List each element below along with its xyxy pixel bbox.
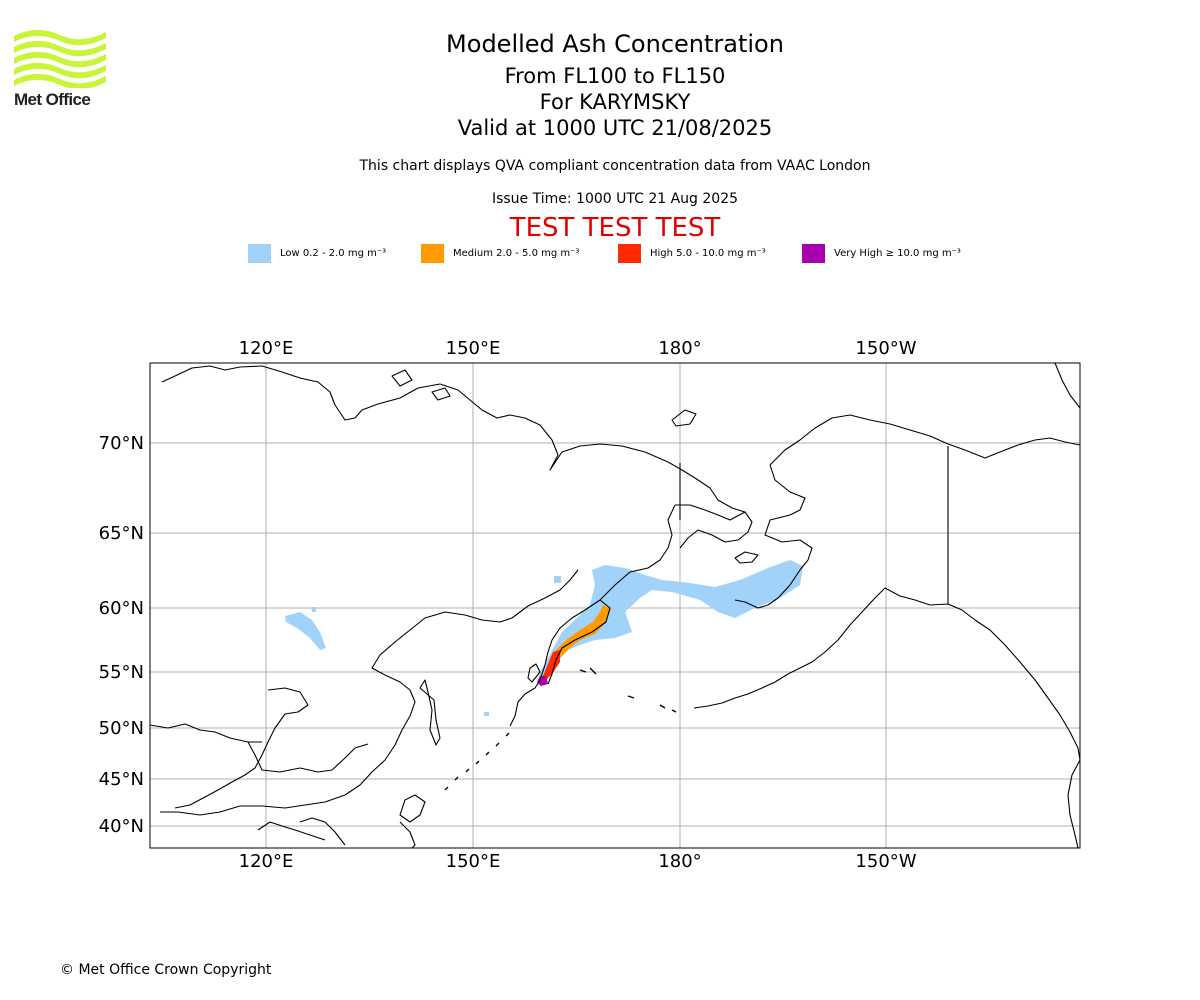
lat-label-65n: 65°N [99, 523, 144, 544]
valid-time: Valid at 1000 UTC 21/08/2025 [457, 116, 773, 140]
legend-item-high: High 5.0 - 10.0 mg m⁻³ [618, 244, 766, 263]
issue-time: Issue Time: 1000 UTC 21 Aug 2025 [491, 191, 739, 207]
lon-label-bottom-150e: 150°E [446, 851, 501, 872]
lon-label-top-120e: 120°E [239, 338, 294, 359]
flight-level-range: From FL100 to FL150 [504, 64, 726, 88]
lat-label-60n: 60°N [99, 598, 144, 619]
lat-label-50n: 50°N [99, 718, 144, 739]
logo-text: Met Office [14, 90, 91, 109]
lat-label-70n: 70°N [99, 433, 144, 454]
logo-wave [14, 73, 106, 88]
legend-label-low: Low 0.2 - 2.0 mg m⁻³ [280, 248, 387, 259]
ash-area-medium [550, 605, 611, 665]
lon-label-top-180: 180° [658, 338, 701, 359]
lon-label-bottom-180: 180° [658, 851, 701, 872]
lat-label-45n: 45°N [99, 769, 144, 790]
ash-map: 120°E 150°E 180° 150°W 120°E 150°E 180° … [99, 338, 1081, 872]
legend-item-very-high: Very High ≥ 10.0 mg m⁻³ [802, 244, 961, 263]
lon-label-bottom-120e: 120°E [239, 851, 294, 872]
lat-label-40n: 40°N [99, 816, 144, 837]
lon-label-top-150e: 150°E [446, 338, 501, 359]
legend-swatch-low [248, 244, 271, 263]
copyright-notice: © Met Office Crown Copyright [60, 962, 272, 978]
chart-title: Modelled Ash Concentration [446, 30, 784, 58]
logo-wave [14, 62, 106, 79]
ash-area-very-high [537, 676, 548, 686]
legend-label-very-high: Very High ≥ 10.0 mg m⁻³ [834, 248, 961, 259]
logo-wave [14, 51, 106, 68]
legend-item-medium: Medium 2.0 - 5.0 mg m⁻³ [421, 244, 579, 263]
coastlines [150, 363, 1080, 848]
map-gridlines [150, 363, 1080, 848]
ash-area-high [543, 650, 560, 680]
logo-wave [14, 40, 106, 57]
legend: Low 0.2 - 2.0 mg m⁻³ Medium 2.0 - 5.0 mg… [0, 244, 1200, 264]
ash-area-low [285, 560, 803, 716]
test-banner: TEST TEST TEST [509, 213, 721, 243]
logo-wave [14, 29, 106, 46]
volcano-name: For KARYMSKY [539, 90, 691, 114]
lat-label-55n: 55°N [99, 662, 144, 683]
map-frame [149, 362, 1081, 849]
legend-swatch-very-high [802, 244, 825, 263]
legend-label-medium: Medium 2.0 - 5.0 mg m⁻³ [453, 248, 580, 259]
legend-swatch-medium [421, 244, 444, 263]
legend-item-low: Low 0.2 - 2.0 mg m⁻³ [248, 244, 386, 263]
legend-label-high: High 5.0 - 10.0 mg m⁻³ [650, 248, 766, 259]
lon-label-top-150w: 150°W [855, 338, 916, 359]
met-office-waves-icon [14, 29, 106, 88]
qva-note: This chart displays QVA compliant concen… [359, 158, 871, 174]
lon-label-bottom-150w: 150°W [855, 851, 916, 872]
legend-swatch-high [618, 244, 641, 263]
met-office-logo: Met Office [14, 28, 108, 114]
